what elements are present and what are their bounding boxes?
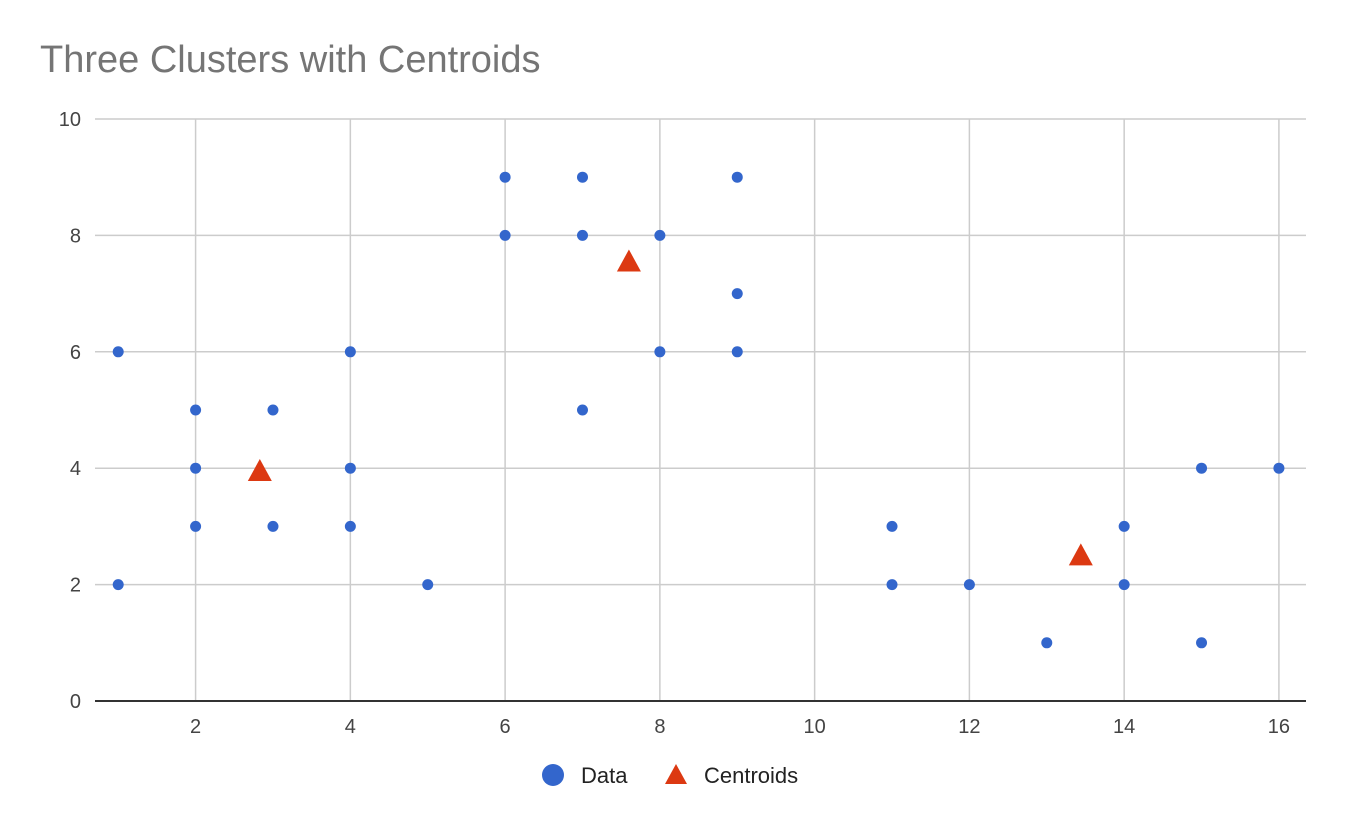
x-tick-label: 10 [804, 716, 826, 738]
data-point [344, 520, 356, 532]
legend-item-centroids[interactable]: Centroids [665, 763, 798, 788]
legend-item-data[interactable]: Data [542, 763, 628, 788]
data-point [576, 229, 588, 241]
data-point [1196, 462, 1208, 474]
data-point [267, 520, 279, 532]
data-point [654, 346, 666, 358]
legend: Data Centroids [542, 763, 798, 788]
y-tick-label: 4 [70, 458, 81, 480]
data-point [1118, 520, 1130, 532]
data-point [576, 404, 588, 416]
x-tick-label: 12 [958, 716, 980, 738]
data-point [731, 346, 743, 358]
data-point [1041, 637, 1053, 649]
data-point [963, 579, 975, 591]
data-point [1273, 462, 1285, 474]
y-tick-label: 2 [70, 575, 81, 597]
x-tick-label: 14 [1113, 716, 1135, 738]
legend-triangle-icon [665, 764, 687, 784]
legend-label: Centroids [704, 763, 798, 788]
data-point [267, 404, 279, 416]
y-tick-label: 0 [70, 691, 81, 713]
data-point [344, 462, 356, 474]
chart-title: Three Clusters with Centroids [40, 39, 541, 81]
x-tick-label: 8 [654, 716, 665, 738]
data-point [190, 404, 202, 416]
data-point [886, 520, 898, 532]
data-point [190, 520, 202, 532]
y-tick-label: 10 [59, 109, 81, 131]
points-layer [112, 171, 1285, 649]
data-point [1118, 579, 1130, 591]
data-point [886, 579, 898, 591]
data-point [112, 346, 124, 358]
data-point [344, 346, 356, 358]
data-point [576, 171, 588, 183]
x-tick-label: 4 [345, 716, 356, 738]
x-tick-label: 2 [190, 716, 201, 738]
axis-layer: 0 2 4 6 8 10 2 4 6 8 10 12 14 16 [59, 109, 1306, 738]
centroid-point [1068, 543, 1093, 566]
y-tick-label: 8 [70, 225, 81, 247]
x-tick-label: 16 [1268, 716, 1290, 738]
legend-circle-icon [542, 764, 564, 786]
centroid-point [616, 249, 641, 272]
centroid-point [247, 459, 272, 482]
legend-label: Data [581, 763, 628, 788]
data-point [654, 229, 666, 241]
data-point [731, 171, 743, 183]
data-point [499, 229, 511, 241]
y-tick-label: 6 [70, 342, 81, 364]
data-point [731, 288, 743, 300]
data-point [190, 462, 202, 474]
data-point [499, 171, 511, 183]
data-point [112, 579, 124, 591]
data-point [422, 579, 434, 591]
x-tick-label: 6 [500, 716, 511, 738]
data-point [1196, 637, 1208, 649]
